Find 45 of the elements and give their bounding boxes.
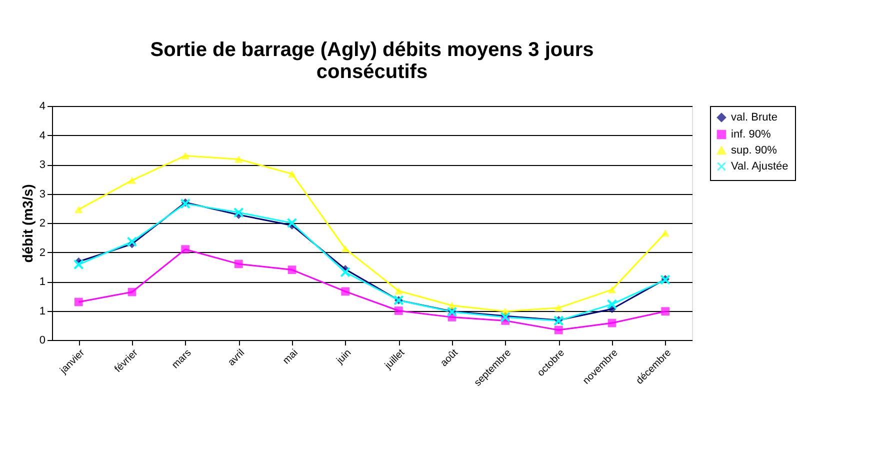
point [554, 304, 563, 312]
legend-label: Val. Ajustée [731, 160, 788, 172]
point [606, 299, 618, 310]
point [74, 206, 83, 214]
point [341, 245, 350, 252]
point [73, 259, 84, 270]
point [181, 152, 190, 160]
y-tick-label: 2 [39, 218, 46, 230]
point [394, 287, 403, 294]
y-tick-label: 4 [39, 130, 46, 142]
point [554, 326, 563, 334]
point [233, 207, 244, 218]
point [608, 286, 616, 294]
legend-label: inf. 90% [731, 128, 771, 140]
y-tick-label: 2 [39, 246, 46, 259]
point [661, 307, 670, 316]
y-tick-label: 1 [39, 305, 46, 318]
point [234, 260, 243, 268]
point [128, 176, 136, 184]
point [288, 170, 296, 178]
point [128, 288, 136, 296]
y-tick-label: 3 [39, 188, 46, 200]
chart-title: Sortie de barrage (Agly) débits moyens 3 jours consécutifs [150, 39, 594, 83]
point [74, 298, 83, 306]
point [234, 156, 243, 163]
point [181, 245, 190, 254]
y-tick-label: 1 [39, 276, 46, 288]
x-tick-label: mai [281, 348, 300, 367]
y-tick-label: 3 [39, 159, 46, 171]
y-tick-label: 0 [39, 334, 46, 346]
legend-label: val. Brute [731, 112, 778, 124]
x-tick-label: avril [226, 348, 247, 368]
y-axis-title: débit (m3/s) [19, 184, 36, 263]
y-tick-label: 4 [39, 100, 46, 112]
point [126, 236, 138, 247]
point [608, 318, 616, 328]
legend-label: sup. 90% [731, 144, 778, 156]
point [661, 229, 670, 237]
x-tick-label: juin [334, 348, 354, 367]
point [288, 266, 296, 274]
point [340, 266, 351, 278]
point [394, 306, 403, 315]
x-tick-label: août [438, 347, 460, 370]
point [341, 287, 350, 296]
point [286, 218, 298, 228]
